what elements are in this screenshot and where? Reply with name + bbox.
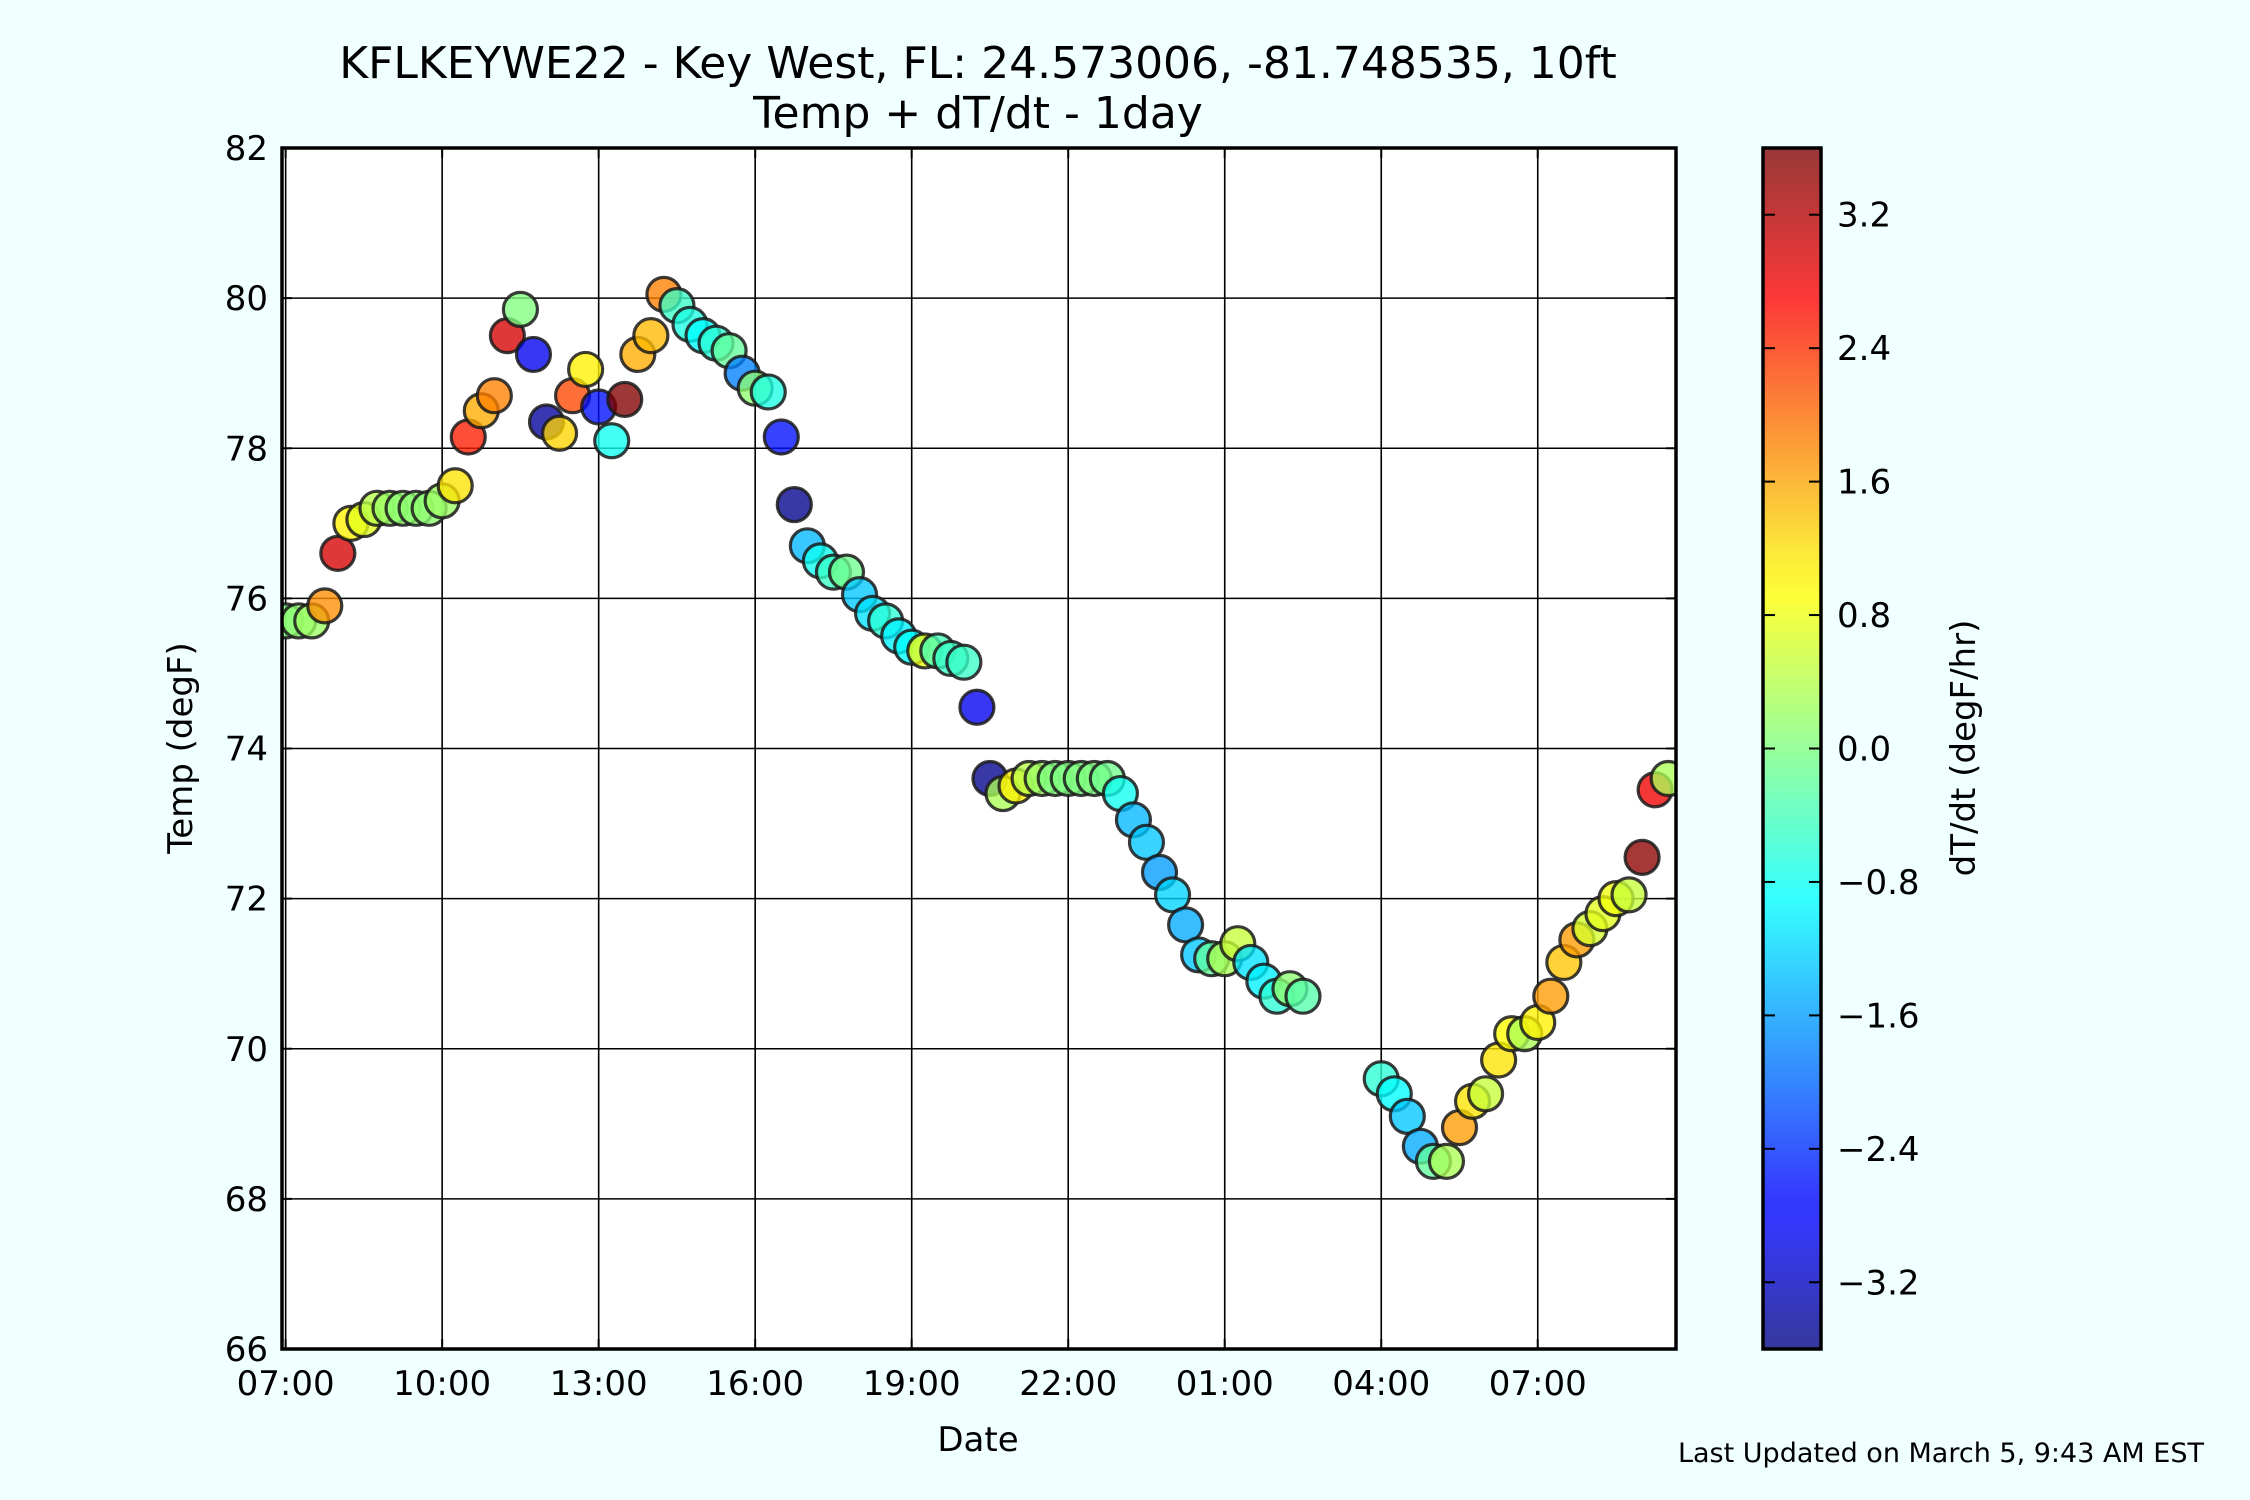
data-point: [1466, 1075, 1505, 1113]
scatter-points: [282, 275, 1676, 1180]
colorbar-tick-label: −3.2: [1837, 1263, 1920, 1303]
y-tick-label: 82: [225, 129, 268, 169]
x-tick-label: 04:00: [1332, 1364, 1430, 1404]
colorbar-tick-label: 3.2: [1837, 196, 1891, 236]
data-point: [514, 335, 553, 374]
y-tick-label: 76: [225, 579, 268, 619]
data-point: [593, 422, 631, 460]
data-point: [1623, 838, 1661, 876]
data-point: [1532, 977, 1570, 1015]
x-tick-label: 07:00: [237, 1364, 335, 1404]
x-tick-label: 10:00: [393, 1364, 491, 1404]
chart-title: KFLKEYWE22 - Key West, FL: 24.573006, -8…: [339, 38, 1617, 89]
y-tick-label: 66: [225, 1330, 268, 1370]
y-axis-label: Temp (degF): [161, 642, 201, 855]
data-point: [436, 467, 474, 505]
data-point: [306, 587, 344, 625]
y-tick-label: 68: [225, 1180, 268, 1220]
y-tick-label: 72: [225, 880, 268, 920]
y-tick-label: 70: [225, 1030, 268, 1070]
colorbar-tick-label: 0.8: [1837, 596, 1891, 636]
data-point: [1649, 759, 1676, 798]
data-point: [958, 688, 996, 726]
chart-subtitle: Temp + dT/dt - 1day: [752, 88, 1203, 139]
colorbar-axis: 3.2 2.4 1.6 0.8 0.0 −0.8 −1.6 −2.4 −3.2: [1763, 196, 1920, 1303]
colorbar-tick-label: −2.4: [1837, 1130, 1920, 1170]
data-point: [567, 350, 605, 389]
colorbar-tick-label: 2.4: [1837, 329, 1891, 369]
y-tick-label: 74: [225, 730, 268, 770]
colorbar-label: dT/dt (degF/hr): [1944, 620, 1984, 877]
y-axis: 66 68 70 72 74 76 78 80 82: [225, 129, 1676, 1370]
data-point: [632, 317, 670, 355]
colorbar-tick-label: −1.6: [1837, 996, 1920, 1036]
last-updated-text: Last Updated on March 5, 9:43 AM EST: [1678, 1438, 2205, 1469]
data-point: [475, 377, 513, 415]
data-point: [775, 485, 813, 524]
colorbar-tick-label: 0.0: [1837, 730, 1891, 770]
colorbar-tick-label: −0.8: [1837, 863, 1920, 903]
data-point: [749, 373, 787, 411]
x-tick-label: 07:00: [1489, 1364, 1587, 1404]
x-axis: 07:00 10:00 13:00 16:00 19:00 22:00 01:00 04:00…: [237, 148, 1587, 1404]
y-tick-label: 78: [225, 429, 268, 469]
x-tick-label: 22:00: [1019, 1364, 1117, 1404]
x-tick-label: 13:00: [550, 1364, 648, 1404]
data-point: [606, 380, 644, 419]
colorbar-tick-label: 1.6: [1837, 463, 1891, 503]
data-point: [762, 418, 800, 456]
y-tick-label: 80: [225, 279, 268, 319]
x-axis-label: Date: [937, 1420, 1018, 1460]
data-point: [501, 290, 540, 328]
data-point: [540, 414, 579, 452]
data-point: [1284, 977, 1322, 1015]
x-tick-label: 01:00: [1176, 1364, 1274, 1404]
data-point: [1427, 1142, 1466, 1180]
data-point: [945, 643, 983, 681]
x-tick-label: 19:00: [863, 1364, 961, 1404]
x-tick-label: 16:00: [706, 1364, 804, 1404]
data-point: [1610, 876, 1648, 914]
